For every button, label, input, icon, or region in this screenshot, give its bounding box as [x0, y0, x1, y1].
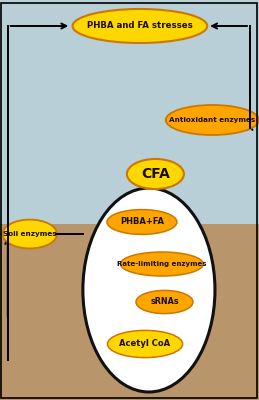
Ellipse shape: [107, 330, 183, 358]
Text: Soil enzymes: Soil enzymes: [3, 231, 57, 237]
Text: PHBA+FA: PHBA+FA: [120, 218, 164, 226]
Ellipse shape: [3, 220, 57, 248]
Text: sRNAs: sRNAs: [150, 298, 179, 306]
Text: Acetyl CoA: Acetyl CoA: [119, 340, 171, 348]
Text: CFA: CFA: [141, 167, 170, 181]
Bar: [0, 224, 259, 400]
Text: Antioxidant enzymes: Antioxidant enzymes: [169, 117, 256, 123]
Ellipse shape: [73, 9, 207, 43]
Ellipse shape: [107, 210, 177, 234]
Ellipse shape: [127, 159, 184, 189]
Ellipse shape: [120, 252, 203, 276]
Text: PHBA and FA stresses: PHBA and FA stresses: [87, 22, 193, 30]
Ellipse shape: [136, 290, 193, 314]
Ellipse shape: [166, 105, 259, 135]
Circle shape: [83, 188, 215, 392]
Bar: [0, 0, 259, 232]
Text: Rate-limiting enzymes: Rate-limiting enzymes: [117, 261, 207, 267]
